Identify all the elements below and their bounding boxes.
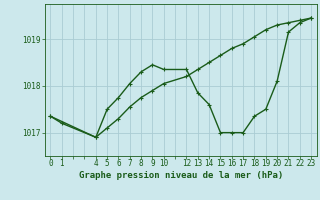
X-axis label: Graphe pression niveau de la mer (hPa): Graphe pression niveau de la mer (hPa) [79,171,283,180]
